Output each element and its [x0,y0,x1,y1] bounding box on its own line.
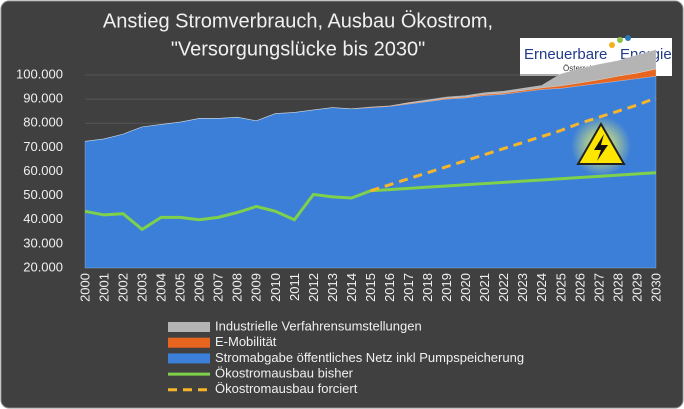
x-tick-label: 2010 [268,273,283,302]
x-tick-label: 2021 [477,273,492,302]
x-tick-label: 2020 [458,273,473,302]
x-tick-label: 2006 [192,273,207,302]
y-tick-label: 90.000 [23,91,63,106]
y-tick-label: 50.000 [23,187,63,202]
chart-title: "Versorgungslücke bis 2030" [171,38,425,60]
x-tick-label: 2029 [629,273,644,302]
warning-icon [571,116,631,176]
x-tick-label: 2017 [401,273,416,302]
x-tick-label: 2002 [116,273,131,302]
x-tick-label: 2025 [553,273,568,302]
x-tick-label: 2000 [77,273,92,302]
y-tick-label: 80.000 [23,115,63,130]
x-tick-label: 2024 [534,273,549,302]
legend-label: Stromabgabe öffentliches Netz inkl Pumps… [215,350,524,365]
x-tick-label: 2018 [420,273,435,302]
x-tick-label: 2016 [382,273,397,302]
x-tick-label: 2004 [154,273,169,302]
legend-label: Ökostromausbau forciert [215,381,358,396]
area [84,68,657,142]
legend-swatch [168,353,210,364]
x-tick-label: 2013 [325,273,340,302]
legend-swatch [168,322,210,332]
area [84,49,657,142]
area [84,75,657,269]
legend-label: Ökostromausbau bisher [215,366,354,381]
x-tick-label: 2001 [96,273,111,302]
x-tick-label: 2014 [344,273,359,302]
legend-label: Industrielle Verfahrensumstellungen [215,318,422,333]
logo-dot [625,35,631,41]
x-tick-label: 2027 [591,273,606,302]
x-tick-label: 2005 [173,273,188,302]
y-tick-label: 40.000 [23,211,63,226]
x-tick-label: 2022 [496,273,511,302]
y-tick-label: 60.000 [23,163,63,178]
x-tick-label: 2023 [515,273,530,302]
x-tick-label: 2015 [363,273,378,302]
bolt [594,134,608,161]
y-tick-label: 30.000 [23,235,63,250]
x-tick-label: 2028 [610,273,625,302]
chart-title: Anstieg Stromverbrauch, Ausbau Ökostrom, [103,10,493,32]
y-tick-label: 70.000 [23,139,63,154]
logo-dot [609,42,615,48]
line [370,96,657,193]
x-tick-label: 2026 [572,273,587,302]
x-tick-label: 2007 [211,273,226,302]
legend-label: E-Mobilität [215,334,277,349]
x-tick-label: 2009 [249,273,264,302]
logo-dot [617,37,623,43]
y-tick-label: 100.000 [16,66,63,81]
x-tick-label: 2019 [439,273,454,302]
x-tick-label: 2030 [648,273,663,302]
legend-swatch [168,337,210,348]
x-tick-label: 2012 [306,273,321,302]
y-tick-label: 20.000 [23,259,63,274]
logo-text: Erneuerbare [524,46,607,63]
x-tick-label: 2003 [135,273,150,302]
x-tick-label: 2008 [230,273,245,302]
x-tick-label: 2011 [287,273,302,301]
